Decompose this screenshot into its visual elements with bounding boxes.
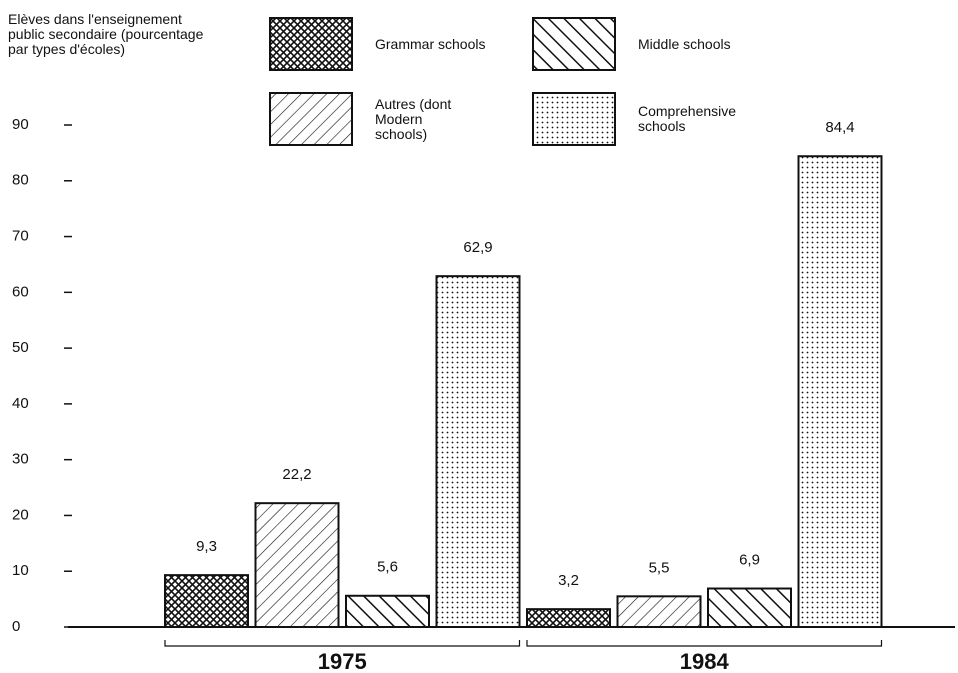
bar	[707, 587, 792, 628]
legend-swatch	[532, 17, 616, 71]
y-tick-label: 40	[12, 395, 29, 412]
y-tick-label: 60	[12, 283, 29, 300]
bar	[164, 574, 249, 628]
y-tick-label: 70	[12, 228, 29, 245]
y-tick-label: 30	[12, 451, 29, 468]
legend-swatch	[269, 92, 353, 146]
data-label: 5,6	[377, 559, 398, 576]
data-label: 22,2	[282, 466, 311, 483]
data-label: 5,5	[649, 559, 670, 576]
x-tick-label: 1975	[318, 649, 367, 673]
x-tick-label: 1984	[680, 649, 730, 673]
bar	[526, 608, 611, 629]
data-label: 84,4	[825, 119, 854, 136]
bar	[616, 595, 702, 628]
bar	[435, 275, 521, 628]
bar	[254, 502, 340, 629]
group-bracket	[526, 640, 883, 647]
group-bracket	[164, 640, 521, 647]
data-label: 62,9	[463, 239, 492, 256]
y-tick-label: 90	[12, 116, 29, 133]
legend-label: Grammar schools	[375, 35, 486, 52]
bar	[797, 155, 883, 628]
data-label: 9,3	[196, 538, 217, 555]
legend-swatch	[532, 92, 616, 146]
bar	[345, 594, 430, 629]
data-label: 3,2	[558, 572, 579, 589]
y-tick-label: 10	[12, 562, 29, 579]
legend-swatch	[269, 17, 353, 71]
data-label: 6,9	[739, 551, 760, 568]
legend-label: Middle schools	[638, 35, 731, 52]
legend-label: Comprehensive schools	[638, 103, 737, 134]
y-tick-label: 80	[12, 172, 29, 189]
y-tick-label: 50	[12, 339, 29, 356]
legend-label: Autres (dont Modern schools)	[375, 95, 452, 142]
y-tick-label: 20	[12, 506, 29, 523]
y-tick-label: 0	[12, 618, 20, 635]
y-axis-label: Elèves dans l'enseignement public second…	[8, 11, 204, 57]
